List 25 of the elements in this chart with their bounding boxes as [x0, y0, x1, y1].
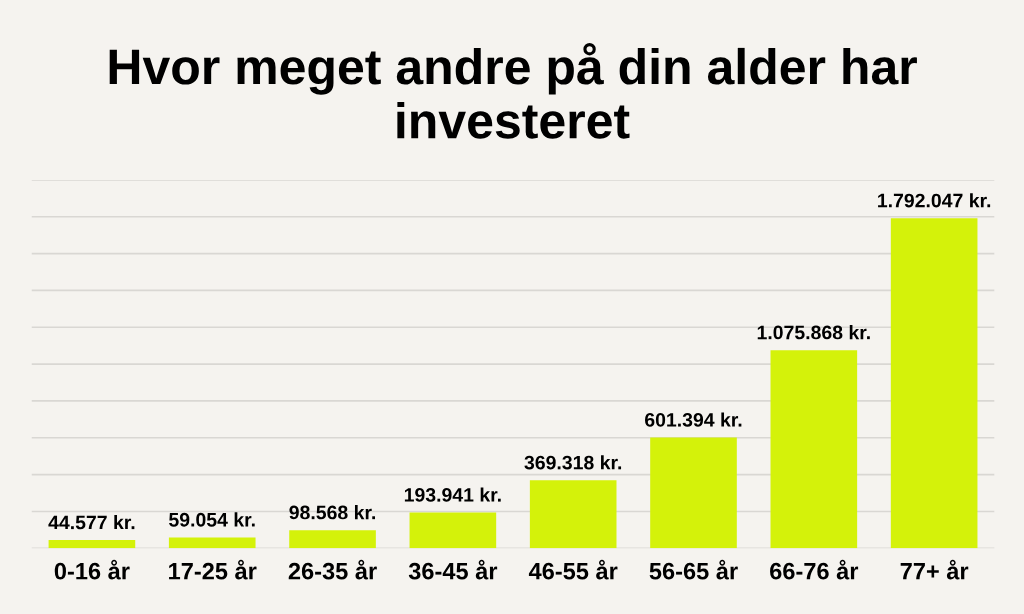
data-label: 98.568 kr. — [289, 505, 375, 520]
data-label: 59.054 kr. — [169, 512, 255, 527]
bar — [770, 350, 858, 549]
bar — [289, 530, 376, 549]
bar — [650, 437, 737, 549]
x-tick-label: 56-65 år — [649, 559, 738, 580]
x-tick-label: 36-45 år — [408, 559, 498, 580]
bar — [48, 540, 136, 549]
bar — [890, 218, 978, 549]
data-label: 601.394 kr. — [645, 412, 742, 427]
data-label: 44.577 kr. — [48, 515, 135, 530]
data-label: 193.941 kr. — [404, 487, 501, 502]
data-label: 1.075.868 kr. — [757, 325, 870, 340]
x-tick-label: 77+ år — [900, 559, 969, 580]
chart-title: Hvor meget andre på din alder har investeret — [109, 42, 917, 139]
bar — [409, 512, 497, 549]
bar — [168, 537, 256, 549]
bar — [529, 480, 617, 549]
data-label: 1.792.047 kr. — [878, 193, 991, 208]
x-tick-label: 46-55 år — [528, 559, 618, 580]
data-label: 369.318 kr. — [524, 455, 622, 470]
x-tick-label: 26-35 år — [288, 559, 377, 580]
x-tick-label: 17-25 år — [169, 559, 257, 580]
x-tick-label: 66-76 år — [770, 559, 859, 580]
x-tick-label: 0-16 år — [54, 559, 130, 580]
